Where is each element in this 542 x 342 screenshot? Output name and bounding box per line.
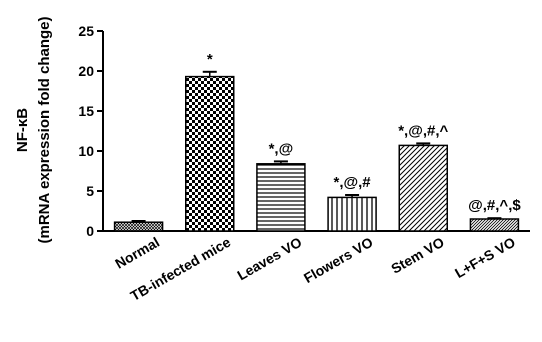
y-tick-label: 20 bbox=[78, 63, 94, 79]
y-axis-title-line2: (mRNA expression fold change) bbox=[36, 17, 53, 244]
significance-annotation: @,#,^,$ bbox=[468, 197, 521, 214]
error-bars-group bbox=[131, 70, 502, 223]
bar-flowers-vo bbox=[327, 196, 377, 232]
y-tick-label: 5 bbox=[86, 183, 94, 199]
significance-annotation: *,@,#,^ bbox=[398, 122, 448, 139]
bar-normal bbox=[113, 221, 164, 232]
x-tick-label: Flowers VO bbox=[301, 234, 376, 286]
bar-l-f-s-vo bbox=[469, 218, 520, 232]
annotations-group: * *,@ *,@,# *,@,#,^ @,#,^,$ bbox=[207, 51, 522, 214]
significance-annotation: *,@ bbox=[269, 140, 294, 157]
y-tick-label: 0 bbox=[86, 223, 94, 239]
y-tick-label: 15 bbox=[78, 103, 94, 119]
bars-group bbox=[113, 75, 520, 232]
x-tick-label: Leaves VO bbox=[234, 234, 304, 284]
x-tick-label: Normal bbox=[112, 234, 162, 272]
significance-annotation: * bbox=[207, 51, 213, 68]
x-tick-label: Stem VO bbox=[388, 234, 447, 277]
y-axis-ticks: 0 5 10 15 20 25 bbox=[78, 23, 103, 239]
bar-leaves-vo bbox=[256, 163, 306, 232]
y-axis-title-line1: NF-κB bbox=[14, 108, 31, 152]
y-tick-label: 10 bbox=[78, 143, 94, 159]
y-tick-label: 25 bbox=[78, 23, 94, 39]
significance-annotation: *,@,# bbox=[334, 174, 372, 191]
bar-stem-vo bbox=[398, 144, 448, 232]
y-axis-title: NF-κB (mRNA expression fold change) bbox=[14, 17, 53, 244]
x-tick-label: L+F+S VO bbox=[452, 234, 518, 281]
bar-tb-infected-mice bbox=[185, 75, 235, 232]
